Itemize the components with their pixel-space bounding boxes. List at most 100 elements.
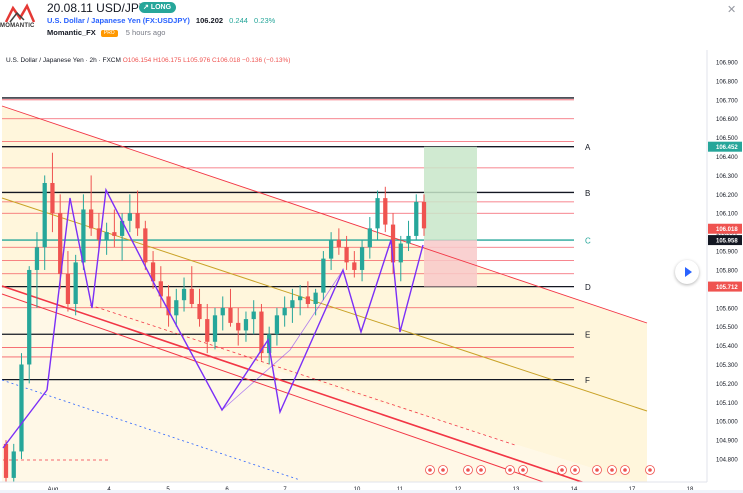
candle-body bbox=[236, 322, 241, 331]
candle-body bbox=[150, 262, 156, 282]
economic-event-dot bbox=[610, 468, 614, 472]
idea-header: MOMANTIC 20.08.11 USD/JPY ↗ LONG U.S. Do… bbox=[0, 0, 743, 50]
candle-body bbox=[73, 262, 78, 304]
legend-close: C106.018 bbox=[212, 57, 241, 64]
price-tick-label: 106.500 bbox=[716, 136, 738, 142]
level-label-f: F bbox=[585, 376, 590, 385]
candle-body bbox=[243, 319, 249, 331]
price-label-text: 105.958 bbox=[716, 239, 738, 245]
candle-body bbox=[81, 209, 86, 263]
price-tick-label: 106.400 bbox=[716, 155, 738, 161]
candle-body bbox=[375, 198, 380, 229]
candle-body bbox=[282, 307, 287, 316]
candle-body bbox=[220, 307, 225, 316]
candle-body bbox=[89, 209, 94, 229]
candle-body bbox=[19, 364, 24, 452]
bottom-bar bbox=[0, 490, 743, 493]
price-tick-label: 106.200 bbox=[716, 193, 738, 199]
price-tick-label: 105.900 bbox=[716, 250, 738, 256]
candle-body bbox=[96, 228, 102, 240]
symbol-line: U.S. Dollar / Japanese Yen (FX:USDJPY) 1… bbox=[47, 16, 275, 25]
candle-body bbox=[313, 292, 318, 304]
chart-svg[interactable]: A B C D E F 106.900 106.800 106.700 106.600 106.50… bbox=[0, 50, 743, 493]
candle-body bbox=[42, 182, 47, 248]
economic-event-dot bbox=[560, 468, 564, 472]
candle-body bbox=[127, 213, 132, 221]
legend-change: −0.136 (−0.13%) bbox=[242, 57, 291, 64]
candle-body bbox=[228, 307, 233, 323]
candle-body bbox=[34, 247, 40, 270]
price-axis bbox=[707, 50, 743, 482]
legend-low: L105.976 bbox=[183, 57, 211, 64]
economic-event-dot bbox=[573, 468, 577, 472]
candle-body bbox=[390, 224, 396, 263]
price-tick-label: 104.800 bbox=[716, 458, 738, 464]
price-tick-label: 105.000 bbox=[716, 420, 738, 426]
channel-upper-line bbox=[1, 105, 648, 324]
candle-body bbox=[181, 288, 187, 301]
close-icon[interactable]: ✕ bbox=[727, 4, 737, 16]
candle-body bbox=[174, 300, 179, 316]
candle-body bbox=[359, 247, 365, 270]
price-tick-label: 105.300 bbox=[716, 363, 738, 369]
price-tick-label: 105.200 bbox=[716, 382, 738, 388]
candle-body bbox=[27, 269, 32, 365]
symbol-price: 106.202 bbox=[195, 16, 224, 25]
price-label-text: 105.712 bbox=[716, 285, 738, 291]
dashed-red-line bbox=[89, 304, 516, 446]
momantic-logo bbox=[4, 3, 36, 23]
candle-body bbox=[104, 232, 109, 240]
economic-event-dot bbox=[479, 468, 483, 472]
symbol-change: 0.244 bbox=[229, 16, 248, 25]
long-badge: ↗ LONG bbox=[139, 2, 177, 13]
economic-event-dot bbox=[508, 468, 512, 472]
chart-area[interactable]: A B C D E F 106.900 106.800 106.700 106.600 106.50… bbox=[0, 50, 743, 493]
candle-body bbox=[158, 281, 163, 297]
candle-body bbox=[251, 311, 256, 320]
economic-event-dot bbox=[441, 468, 445, 472]
economic-event-dot bbox=[595, 468, 599, 472]
candle-body bbox=[383, 198, 388, 225]
legend-high: H106.175 bbox=[153, 57, 182, 64]
symbol-link[interactable]: U.S. Dollar / Japanese Yen (FX:USDJPY) bbox=[47, 16, 190, 25]
candle-body bbox=[406, 235, 411, 244]
candle-body bbox=[58, 213, 63, 274]
channel-fill bbox=[2, 106, 647, 485]
price-tick-label: 106.700 bbox=[716, 98, 738, 104]
candle-body bbox=[336, 239, 341, 248]
stop-loss-zone bbox=[424, 240, 477, 287]
candle-body bbox=[3, 443, 9, 478]
pro-badge: PRO bbox=[100, 29, 118, 37]
level-label-e: E bbox=[585, 331, 590, 340]
candle-body bbox=[367, 228, 372, 248]
price-tick-label: 105.100 bbox=[716, 401, 738, 407]
candle-body bbox=[189, 288, 194, 304]
symbol-change-pct: 0.23% bbox=[254, 16, 276, 25]
candle-body bbox=[11, 451, 16, 478]
zigzag-pattern-start bbox=[2, 389, 48, 449]
candle-body bbox=[135, 213, 140, 229]
candle-body bbox=[305, 296, 311, 304]
price-label-box bbox=[708, 223, 742, 234]
author-line: Momantic_FX PRO 5 hours ago bbox=[47, 28, 165, 37]
price-tick-label: 105.800 bbox=[716, 268, 738, 274]
publish-time: 5 hours ago bbox=[125, 28, 166, 37]
price-tick-label: 106.600 bbox=[716, 117, 738, 123]
price-label-text: 106.452 bbox=[716, 145, 738, 151]
time-axis bbox=[0, 482, 743, 493]
candle-body bbox=[112, 232, 117, 236]
economic-event-dot bbox=[623, 468, 627, 472]
dashed-blue-line bbox=[1, 379, 301, 481]
price-tick-label: 106.300 bbox=[716, 174, 738, 180]
take-profit-zone bbox=[424, 146, 477, 241]
candle-body bbox=[298, 296, 303, 301]
author-link[interactable]: Momantic_FX bbox=[47, 28, 96, 37]
price-label-box bbox=[708, 235, 742, 246]
candle-body bbox=[274, 315, 280, 335]
level-label-a: A bbox=[585, 143, 591, 152]
price-tick-label: 106.100 bbox=[716, 212, 738, 218]
level-label-d: D bbox=[585, 283, 591, 292]
play-icon[interactable] bbox=[675, 260, 699, 284]
candle-body bbox=[197, 303, 202, 320]
legend-open: O106.154 bbox=[122, 57, 152, 64]
